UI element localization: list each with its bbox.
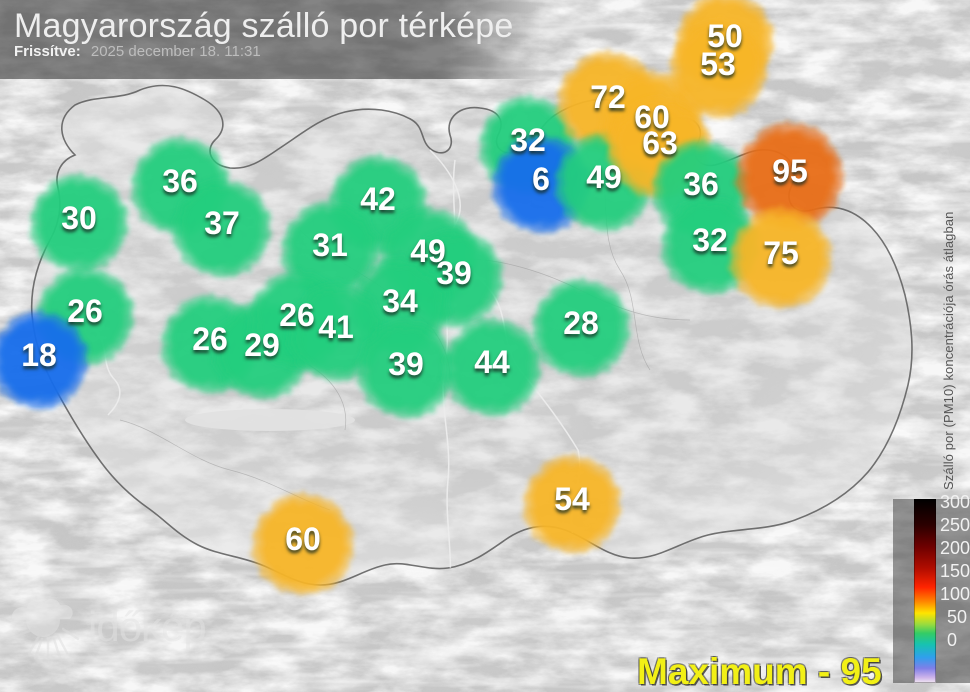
svg-text:időkép: időkép <box>88 603 206 650</box>
